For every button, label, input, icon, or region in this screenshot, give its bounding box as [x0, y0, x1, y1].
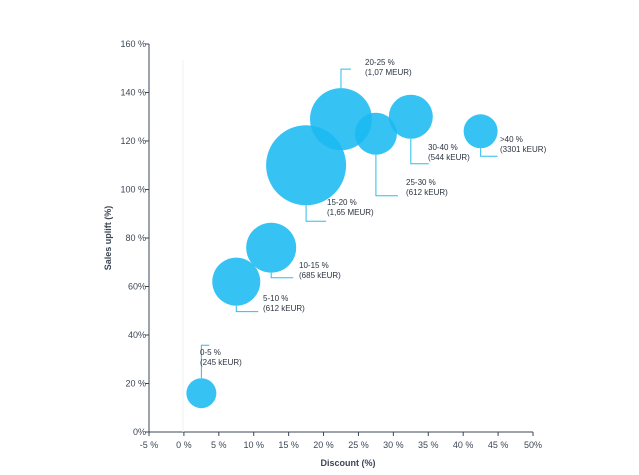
- bubble: [246, 222, 297, 273]
- bubble-label-value: (1,65 MEUR): [327, 208, 374, 217]
- bubble-label-value: (612 kEUR): [263, 304, 305, 313]
- bubble-label-value: (685 kEUR): [299, 271, 341, 280]
- y-tick-label: 80 %: [125, 233, 146, 243]
- y-tick-label: 60%: [128, 282, 146, 292]
- bubble-labels: 0-5 %(245 kEUR)5-10 %(612 kEUR)10-15 %(6…: [200, 58, 547, 367]
- x-tick-label: 0 %: [176, 440, 192, 450]
- bubble-label-range: 25-30 %: [406, 178, 436, 187]
- bubble-label-value: (544 kEUR): [428, 153, 470, 162]
- x-tick-label: 5 %: [211, 440, 227, 450]
- y-tick-label: 100 %: [120, 185, 146, 195]
- bubble: [212, 257, 261, 306]
- x-tick-label: 50%: [524, 440, 542, 450]
- x-tick-label: 15 %: [278, 440, 299, 450]
- leader-line: [480, 148, 498, 157]
- x-ticks: -5 % 0 % 5 % 10 % 15 % 20 % 25 % 30 % 35 % 40 % 45…: [140, 432, 542, 450]
- bubble: [354, 112, 397, 155]
- bubble-label-range: 30-40 %: [428, 143, 458, 152]
- bubble-label-range: 10-15 %: [299, 261, 329, 270]
- y-tick-label: 0%: [133, 427, 146, 437]
- leader-lines: [200, 68, 498, 379]
- bubble-label-range: >40 %: [500, 135, 523, 144]
- leader-line: [375, 154, 398, 197]
- y-tick-label: 160 %: [120, 39, 146, 49]
- x-tick-label: 45 %: [488, 440, 509, 450]
- y-tick-label: 120 %: [120, 136, 146, 146]
- x-tick-label: 20 %: [313, 440, 334, 450]
- bubble-label-value: (245 kEUR): [200, 358, 242, 367]
- x-tick-label: 30 %: [383, 440, 404, 450]
- bubble-label-range: 15-20 %: [327, 198, 357, 207]
- leader-line: [305, 205, 327, 222]
- y-tick-label: 20 %: [125, 379, 146, 389]
- x-tick-label: 25 %: [348, 440, 369, 450]
- bubble-label-range: 5-10 %: [263, 294, 288, 303]
- x-tick-label: 40 %: [453, 440, 474, 450]
- leader-line: [340, 68, 351, 89]
- bubble: [463, 114, 498, 149]
- leader-line: [235, 305, 259, 313]
- bubble-label-range: 20-25 %: [365, 58, 395, 67]
- y-axis-title: Sales uplift (%): [103, 206, 113, 271]
- leader-line: [410, 138, 429, 165]
- bubble-label-range: 0-5 %: [200, 348, 221, 357]
- x-tick-label: -5 %: [140, 440, 159, 450]
- bubble-label-value: (3301 kEUR): [500, 145, 547, 154]
- bubbles: [186, 88, 498, 409]
- bubble-label-value: (1,07 MEUR): [365, 68, 412, 77]
- y-ticks: 0% 20 % 40% 60% 80 % 100 % 120 % 140 % 160 %: [120, 39, 149, 437]
- leader-line: [270, 272, 294, 279]
- bubble: [388, 94, 433, 139]
- x-axis-title: Discount (%): [321, 458, 376, 468]
- bubble-label-value: (612 kEUR): [406, 188, 448, 197]
- y-tick-label: 140 %: [120, 88, 146, 98]
- x-tick-label: 35 %: [418, 440, 439, 450]
- x-tick-label: 10 %: [243, 440, 264, 450]
- y-tick-label: 40%: [128, 330, 146, 340]
- leader-line: [200, 344, 210, 379]
- bubble: [186, 378, 217, 409]
